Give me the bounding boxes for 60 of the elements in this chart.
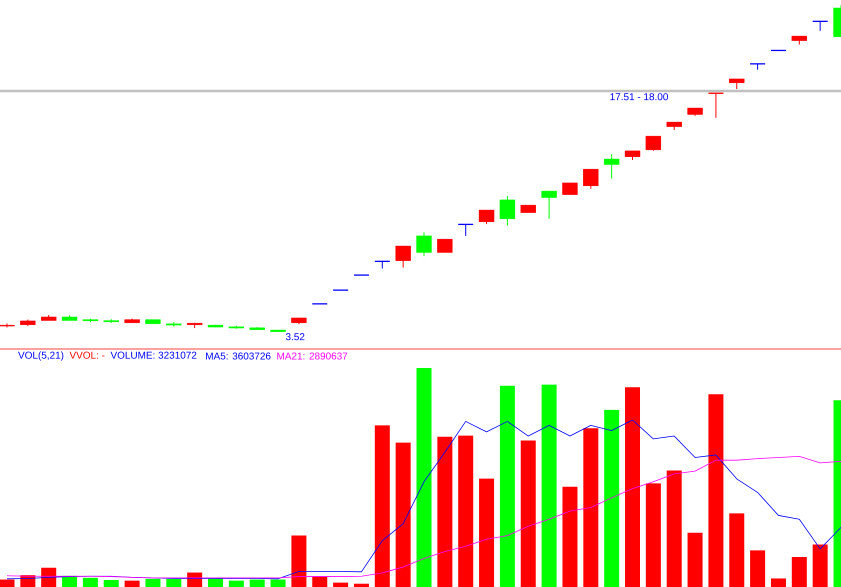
bar — [750, 550, 766, 587]
candlestick — [458, 224, 474, 236]
candlestick — [416, 232, 432, 257]
bar — [82, 578, 98, 587]
candlestick — [624, 150, 640, 160]
bar — [812, 544, 828, 587]
bar — [458, 436, 474, 587]
bar — [437, 436, 452, 587]
bar — [291, 536, 306, 587]
bar — [646, 483, 661, 587]
candlestick — [812, 20, 828, 32]
bar — [708, 394, 724, 587]
bar — [208, 578, 224, 587]
bar — [770, 578, 786, 587]
bar — [333, 582, 348, 587]
bar — [542, 384, 557, 587]
bar — [124, 580, 140, 587]
bar — [583, 428, 598, 587]
candlestick — [604, 154, 620, 180]
chart-title: VOL(5,21) — [18, 351, 64, 361]
text: 3.52 — [286, 333, 304, 340]
bar — [520, 440, 536, 587]
bar — [562, 486, 578, 587]
bar — [625, 387, 640, 587]
candlestick — [374, 260, 390, 270]
bar — [145, 578, 160, 587]
text: MA21: 2890637 — [277, 352, 348, 360]
bar — [41, 568, 56, 587]
bar — [604, 410, 620, 587]
candlestick — [646, 136, 662, 152]
candlestick — [541, 190, 557, 220]
candlestick — [583, 168, 599, 190]
text: VVOL: - — [70, 352, 104, 359]
bar — [666, 470, 682, 587]
candlestick — [478, 210, 494, 225]
bar — [792, 556, 807, 587]
bar — [688, 532, 703, 587]
candlestick — [729, 78, 744, 90]
bar — [104, 580, 119, 587]
text: MA5: 3603726 — [206, 352, 271, 360]
bar — [500, 386, 515, 587]
annotation: 17.51 - 18.00 — [610, 93, 668, 100]
bar — [270, 580, 286, 587]
bar — [729, 513, 744, 587]
bar — [166, 578, 182, 587]
bar — [354, 584, 369, 587]
bar — [250, 580, 265, 587]
candlestick — [437, 238, 453, 254]
candlestick — [500, 195, 516, 226]
candlestick — [708, 92, 724, 118]
bar — [479, 478, 494, 587]
bar — [416, 368, 432, 587]
bar — [374, 425, 390, 587]
bar — [228, 580, 244, 587]
bar — [396, 442, 411, 587]
text: VOLUME: 3231072 — [110, 352, 196, 359]
candlestick — [395, 245, 411, 268]
bar — [312, 576, 328, 587]
bar — [0, 580, 14, 587]
candlestick — [562, 182, 578, 196]
